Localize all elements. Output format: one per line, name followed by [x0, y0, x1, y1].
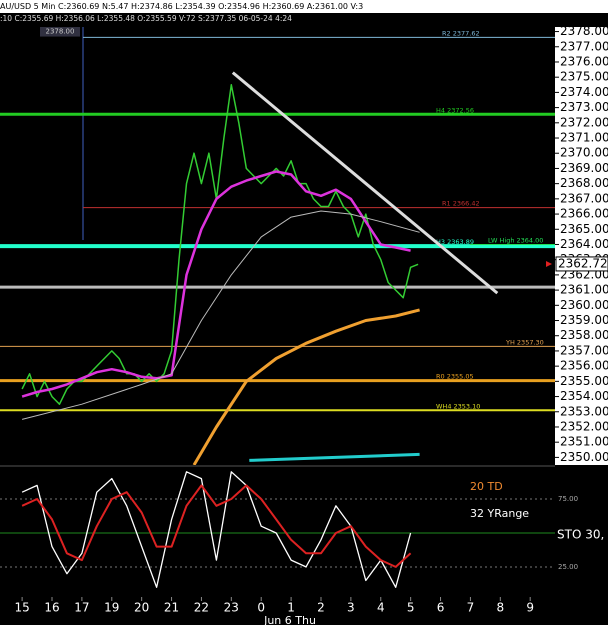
y-tick-label: 2378.00 [560, 24, 608, 38]
y-tick-label: 2369.00 [560, 161, 608, 175]
series-line [21, 484, 412, 568]
y-tick-label: 2359.00 [560, 313, 608, 327]
y-tick-label: 2365.00 [560, 222, 608, 236]
x-tick-label: 2 [317, 601, 325, 615]
header-bar [0, 0, 608, 13]
stochastic-panel [0, 471, 555, 588]
x-tick-label: 1 [287, 601, 295, 615]
x-tick-label: 6 [437, 601, 445, 615]
last-price-label: 2362.72 [558, 256, 608, 270]
level-label: R0 2355.05 [436, 373, 474, 381]
last-price-box [555, 256, 608, 272]
series-line [21, 210, 420, 420]
x-tick-label: 0 [257, 601, 265, 615]
level-label: H4 2372.56 [436, 106, 474, 114]
x-tick-label: 16 [44, 601, 59, 615]
y-tick-label: 2371.00 [560, 131, 608, 145]
series-line [21, 471, 412, 588]
level-label: LW High 2364.00 [488, 236, 543, 244]
price-panel: R2 2377.62 H4 2372.56 R1 2366.42 H3 2363.89… [0, 27, 555, 465]
y-tick-label: 2374.00 [560, 85, 608, 99]
x-tick-label: 22 [194, 601, 209, 615]
x-tick-label: 7 [467, 601, 475, 615]
price-axis-bg [555, 27, 608, 465]
x-tick-label: 4 [377, 601, 385, 615]
y-tick-label: 2366.00 [560, 207, 608, 221]
y-tick-label: 2375.00 [560, 70, 608, 84]
y-tick-label: 2367.00 [560, 191, 608, 205]
y-tick-label: 2357.00 [560, 343, 608, 357]
series-line [249, 452, 420, 462]
last-price-arrow [546, 260, 552, 267]
level-label: H3 2363.89 [436, 238, 474, 246]
y-tick-label: 2370.00 [560, 146, 608, 160]
cursor-price-label: 2378.00 [46, 28, 75, 36]
x-tick-label: 15 [14, 601, 29, 615]
header-line1: AU/USD 5 Min C:2360.69 N:5.47 H:2374.86 … [0, 2, 363, 11]
trend-line [231, 71, 499, 295]
y-tick-label: 2354.00 [560, 389, 608, 403]
y-tick-label: 2352.00 [560, 419, 608, 433]
x-tick-label: 5 [407, 601, 415, 615]
cursor-price-box [40, 27, 80, 37]
y-tick-label: 2360.00 [560, 298, 608, 312]
y-tick-label: 2351.00 [560, 435, 608, 449]
y-tick-label: 2364.00 [560, 237, 608, 251]
x-tick-label: 17 [74, 601, 89, 615]
level-label: WH4 2353.10 [436, 402, 480, 410]
x-axis-label: Jun 6 Thu [263, 614, 316, 625]
x-tick-label: 8 [496, 601, 504, 615]
y-tick-label: 2377.00 [560, 39, 608, 53]
y-tick-label: 2358.00 [560, 328, 608, 342]
x-tick-label: 19 [104, 601, 119, 615]
annotation: 32 YRange [470, 507, 529, 520]
level-label: R2 2377.62 [442, 29, 480, 37]
y-tick-label: 2355.00 [560, 374, 608, 388]
level-label: R1 2366.42 [442, 200, 480, 208]
x-tick-label: 9 [526, 601, 534, 615]
x-tick-label: 3 [347, 601, 355, 615]
y-tick-label: 2356.00 [560, 359, 608, 373]
level-label: YH 2357.30 [505, 338, 544, 346]
y-tick-label: 75.00 [558, 495, 578, 503]
series-line [192, 308, 420, 465]
annotation: STO 30, [557, 528, 604, 542]
y-tick-label: 2376.00 [560, 54, 608, 68]
y-tick-label: 2373.00 [560, 100, 608, 114]
y-tick-label: 2372.00 [560, 115, 608, 129]
series-line [21, 170, 411, 398]
x-tick-label: 20 [134, 601, 149, 615]
y-tick-label: 25.00 [558, 563, 578, 571]
y-tick-label: 2368.00 [560, 176, 608, 190]
y-tick-label: 2353.00 [560, 404, 608, 418]
header-line2: :10 C:2355.69 H:2356.06 L:2355.48 O:2355… [0, 14, 292, 23]
annotation: 20 TD [470, 480, 503, 493]
x-tick-label: 23 [224, 601, 239, 615]
x-tick-label: 21 [164, 601, 179, 615]
y-tick-label: 2350.00 [560, 450, 608, 464]
y-tick-label: 2361.00 [560, 283, 608, 297]
